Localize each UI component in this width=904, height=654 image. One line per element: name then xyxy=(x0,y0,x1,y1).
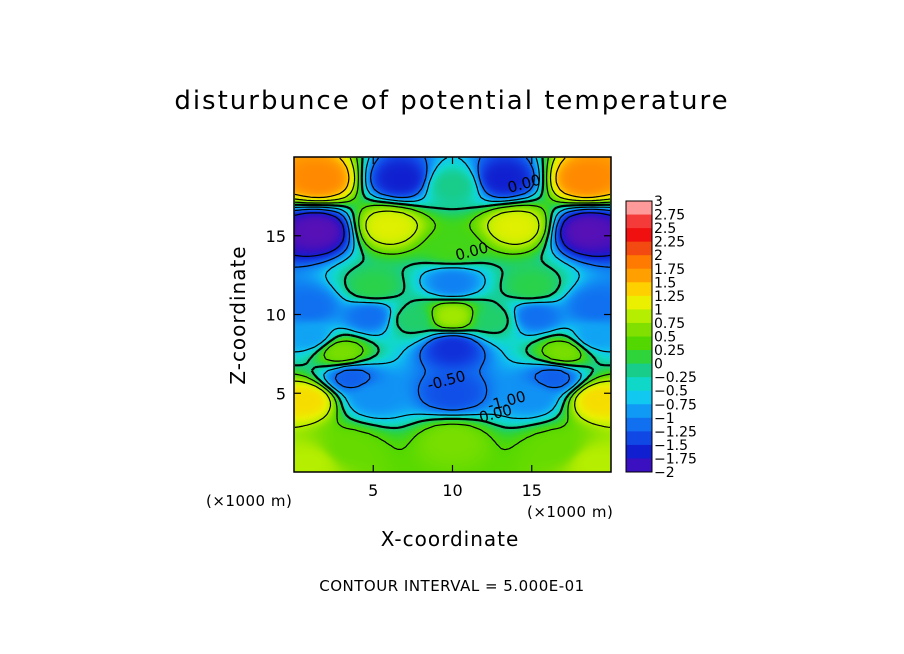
colorbar-segment xyxy=(626,201,652,216)
colorbar-segment xyxy=(626,431,652,446)
contour-interval-note: CONTOUR INTERVAL = 5.000E-01 xyxy=(319,577,585,595)
y-axis-label: Z-coordinate xyxy=(226,245,250,385)
contour-line xyxy=(294,157,611,428)
colorbar-segment xyxy=(626,295,652,310)
colorbar-frame xyxy=(625,200,653,473)
colorbar-label: 2 xyxy=(654,248,663,264)
colorbar-segment xyxy=(626,255,652,270)
contour-line xyxy=(294,157,611,199)
plot-area: 0.000.00-0.50-1.000.00 xyxy=(294,157,611,472)
colorbar-segment xyxy=(626,228,652,243)
contour-line xyxy=(294,157,611,411)
colorbar-segment xyxy=(626,268,652,283)
colorbar-label: 0 xyxy=(654,357,663,373)
y-unit-label: (×1000 m) xyxy=(206,492,293,510)
colorbar-label: 2.75 xyxy=(654,208,685,224)
colorbar-segment xyxy=(626,377,652,392)
x-tick-label: 5 xyxy=(368,481,378,500)
colorbar-label: 0.75 xyxy=(654,316,685,332)
colorbar-label: −1.5 xyxy=(654,438,688,454)
colorbar-label: 1 xyxy=(654,302,663,318)
colorbar-segment xyxy=(626,309,652,324)
contour-lines xyxy=(294,157,611,451)
x-tick-label: 10 xyxy=(442,481,462,500)
colorbar-segment xyxy=(626,404,652,419)
colorbar-label: 1.25 xyxy=(654,289,685,305)
colorbar-label: 3 xyxy=(654,194,663,210)
x-unit-label: (×1000 m) xyxy=(527,503,614,521)
y-tick-label: 5 xyxy=(276,384,286,403)
colorbar-segment xyxy=(626,322,652,337)
y-tick-label: 10 xyxy=(266,306,286,325)
colorbar-label: −1.75 xyxy=(654,451,697,467)
colorbar-label: 1.5 xyxy=(654,275,676,291)
colorbar-label: −1 xyxy=(654,411,675,427)
colorbar: 32.752.52.2521.751.51.2510.750.50.250−0.… xyxy=(625,194,697,481)
x-tick-label: 15 xyxy=(522,481,542,500)
colorbar-segment xyxy=(626,350,652,365)
contour-line xyxy=(294,157,611,451)
y-tick-label: 15 xyxy=(266,227,286,246)
contour-line xyxy=(294,157,611,420)
colorbar-label: −0.5 xyxy=(654,384,688,400)
colorbar-label: 1.75 xyxy=(654,262,685,278)
colorbar-segment xyxy=(626,444,652,459)
colorbar-segment xyxy=(626,363,652,378)
colorbar-label: 2.5 xyxy=(654,221,676,237)
x-axis-label: X-coordinate xyxy=(380,527,520,551)
colorbar-label: −0.25 xyxy=(654,370,697,386)
colorbar-label: 0.5 xyxy=(654,330,676,346)
colorbar-label: −1.25 xyxy=(654,424,697,440)
contour-line xyxy=(295,157,610,430)
colorbar-label: −2 xyxy=(654,465,675,481)
axes: 5 10 15 5 10 15 xyxy=(266,156,612,500)
colorbar-segment xyxy=(626,282,652,297)
contour-line xyxy=(294,212,611,257)
colorbar-segment xyxy=(626,417,652,432)
colorbar-segment xyxy=(626,241,652,256)
colorbar-segment xyxy=(626,390,652,405)
colorbar-segment xyxy=(626,458,652,473)
colorbar-label: 0.25 xyxy=(654,343,685,359)
chart-title: disturbunce of potential temperature xyxy=(174,86,730,116)
colorbar-segment xyxy=(626,214,652,229)
colorbar-segment xyxy=(626,336,652,351)
colorbar-label: −0.75 xyxy=(654,397,697,413)
colorbar-label: 2.25 xyxy=(654,235,685,251)
